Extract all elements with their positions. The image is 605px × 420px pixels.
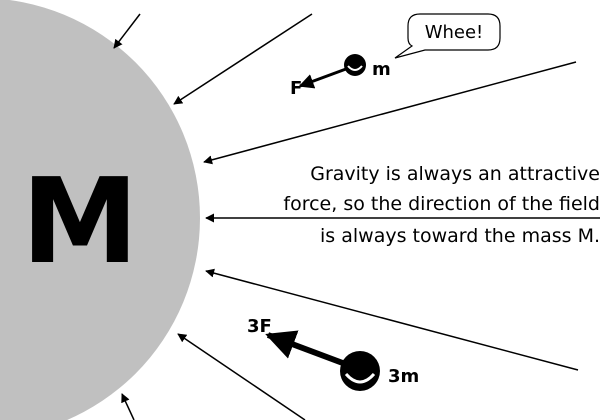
diagram: M F m Whee! 3F 3m Gravity is always an a… <box>0 0 605 420</box>
caption-line: Gravity is always an attractive <box>310 163 600 185</box>
planet-label: M <box>21 152 138 290</box>
force-arrow <box>268 335 348 365</box>
mass-label: m <box>372 59 391 80</box>
field-line <box>178 334 305 420</box>
field-line <box>122 394 134 420</box>
field-line <box>114 14 140 48</box>
force-arrow <box>300 69 346 86</box>
large-mass <box>340 351 380 391</box>
caption-line: force, so the direction of the field <box>283 193 600 215</box>
small-mass <box>344 54 366 76</box>
force-label: 3F <box>247 316 272 337</box>
speech-text: Whee! <box>425 22 484 43</box>
mass-label: 3m <box>388 366 419 387</box>
force-label: F <box>290 78 302 99</box>
caption-line: is always toward the mass M. <box>320 225 600 247</box>
